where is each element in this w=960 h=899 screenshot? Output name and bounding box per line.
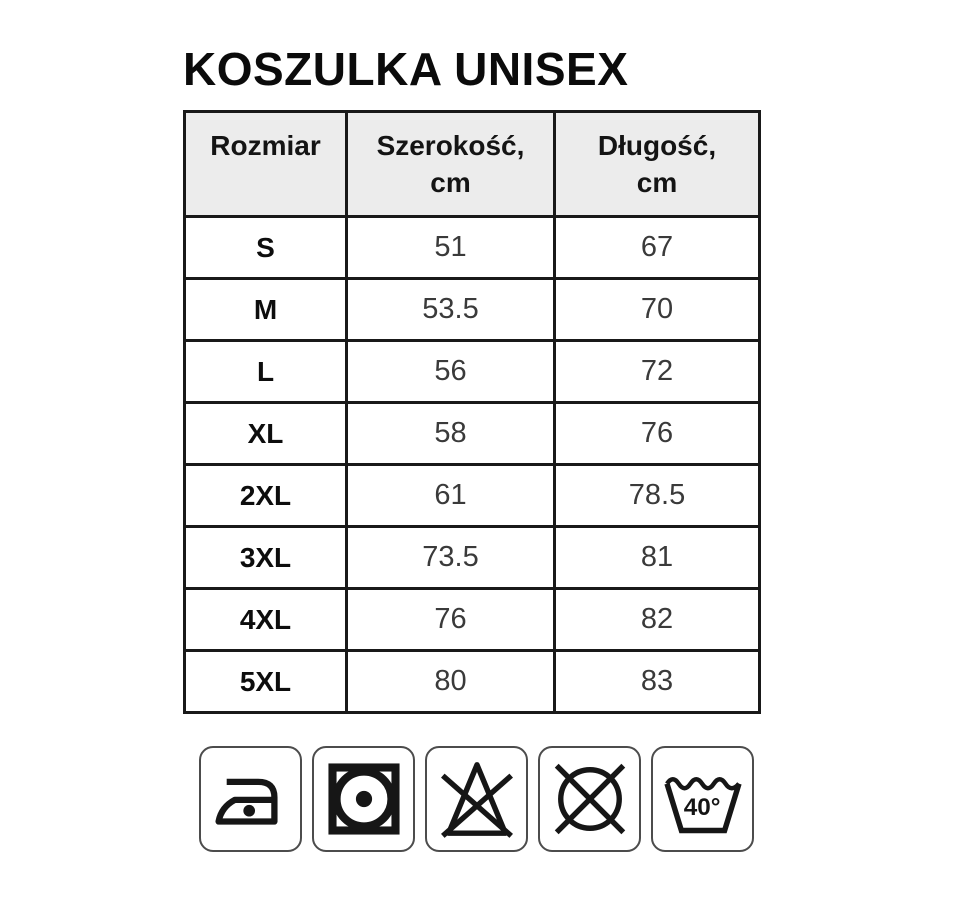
size-cell: 2XL [183, 463, 348, 528]
do-not-dry-clean-icon [538, 746, 641, 852]
width-cell: 56 [345, 339, 556, 404]
column-header-width-label: Szerokość, [376, 130, 525, 161]
length-cell: 82 [553, 587, 761, 652]
size-table: Rozmiar Szerokość, cm Długość, cm S 51 6… [183, 110, 761, 714]
width-cell: 80 [345, 649, 556, 714]
width-cell: 58 [345, 401, 556, 466]
table-row: 3XL 73.5 81 [183, 525, 761, 590]
column-header-width: Szerokość, cm [345, 110, 556, 218]
tumble-dry-glyph [327, 763, 400, 835]
table-row: S 51 67 [183, 215, 761, 280]
tumble-dry-icon [312, 746, 415, 852]
width-cell: 76 [345, 587, 556, 652]
column-header-length-unit: cm [636, 167, 678, 198]
column-header-size: Rozmiar [183, 110, 348, 218]
width-cell: 73.5 [345, 525, 556, 590]
size-cell: 4XL [183, 587, 348, 652]
wash-40-icon: 40° [651, 746, 754, 852]
size-cell: XL [183, 401, 348, 466]
do-not-dry-clean-glyph [554, 763, 625, 835]
length-cell: 70 [553, 277, 761, 342]
table-row: 5XL 80 83 [183, 649, 761, 714]
table-row: M 53.5 70 [183, 277, 761, 342]
column-header-size-label: Rozmiar [210, 130, 321, 161]
page-title: KOSZULKA UNISEX [183, 43, 629, 95]
care-symbols-row: 40° [199, 746, 754, 852]
length-cell: 81 [553, 525, 761, 590]
size-cell: 5XL [183, 649, 348, 714]
iron-icon [199, 746, 302, 852]
table-row: L 56 72 [183, 339, 761, 404]
length-cell: 72 [553, 339, 761, 404]
table-header-row: Rozmiar Szerokość, cm Długość, cm [183, 110, 761, 218]
table-row: 2XL 61 78.5 [183, 463, 761, 528]
length-cell: 83 [553, 649, 761, 714]
length-cell: 78.5 [553, 463, 761, 528]
width-cell: 61 [345, 463, 556, 528]
wash-40-glyph: 40° [663, 776, 742, 834]
size-cell: M [183, 277, 348, 342]
column-header-width-unit: cm [430, 167, 471, 198]
size-cell: S [183, 215, 348, 280]
do-not-bleach-icon [425, 746, 528, 852]
size-cell: L [183, 339, 348, 404]
table-row: XL 58 76 [183, 401, 761, 466]
column-header-length-label: Długość, [597, 130, 717, 161]
width-cell: 51 [345, 215, 556, 280]
do-not-bleach-glyph [440, 762, 513, 838]
length-cell: 76 [553, 401, 761, 466]
column-header-length: Długość, cm [553, 110, 761, 218]
iron-glyph [214, 778, 278, 825]
size-cell: 3XL [183, 525, 348, 590]
wash-temperature-label: 40° [683, 794, 720, 821]
table-row: 4XL 76 82 [183, 587, 761, 652]
length-cell: 67 [553, 215, 761, 280]
width-cell: 53.5 [345, 277, 556, 342]
